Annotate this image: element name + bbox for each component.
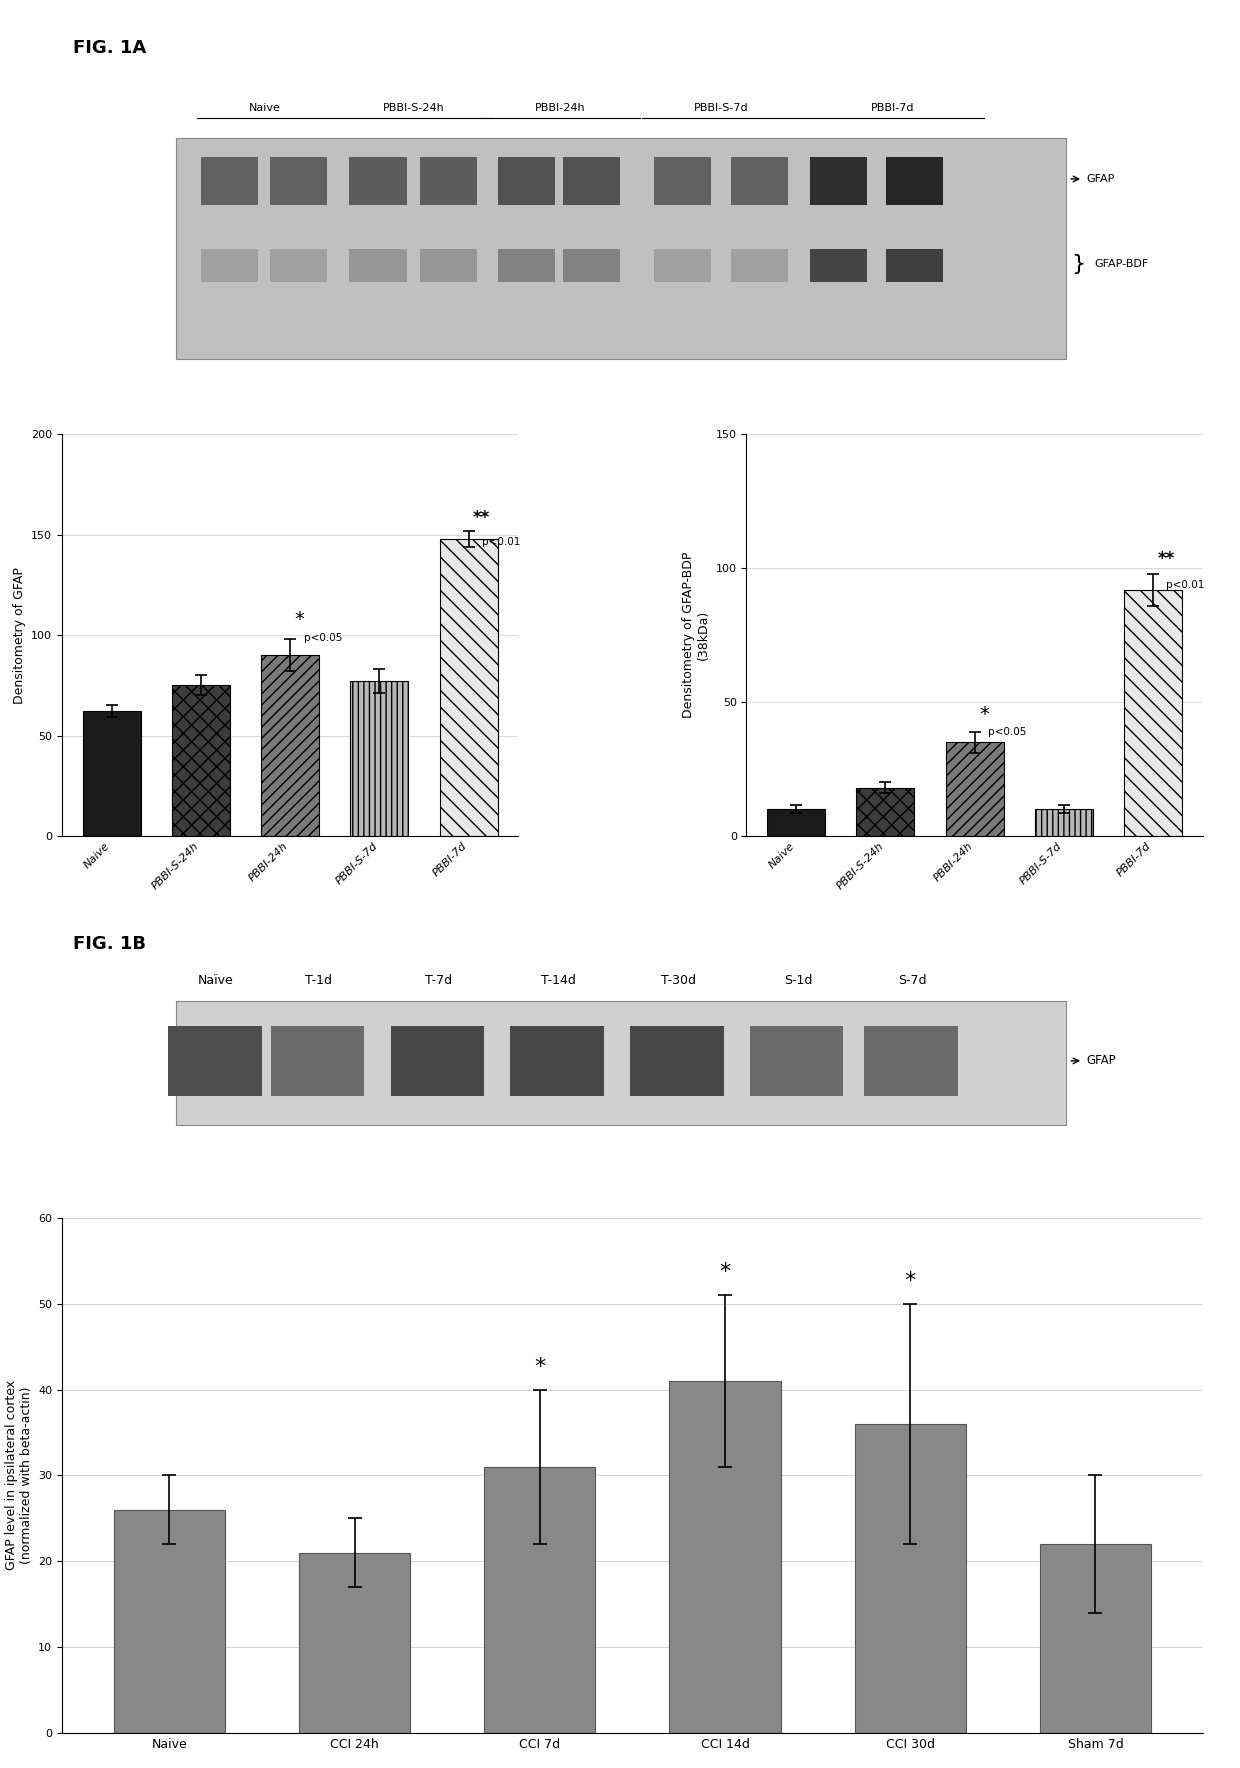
Text: p<0.01: p<0.01: [1167, 580, 1205, 589]
Bar: [485, 1467, 595, 1733]
Bar: [857, 789, 914, 836]
Text: FIG. 1B: FIG. 1B: [73, 935, 146, 953]
Bar: [1035, 810, 1092, 836]
Text: }: }: [1071, 253, 1086, 274]
Bar: [730, 157, 787, 205]
Bar: [391, 1025, 484, 1096]
Text: S-1d: S-1d: [784, 974, 812, 987]
Text: T-1d: T-1d: [305, 974, 332, 987]
Bar: [854, 1423, 966, 1733]
Bar: [420, 249, 477, 283]
Bar: [201, 249, 258, 283]
Text: Naïve: Naïve: [198, 974, 234, 987]
Bar: [653, 157, 711, 205]
Text: *: *: [534, 1356, 546, 1377]
Text: p<0.05: p<0.05: [304, 633, 342, 644]
Bar: [269, 249, 326, 283]
Text: T-14d: T-14d: [541, 974, 575, 987]
Bar: [351, 681, 408, 836]
Bar: [172, 686, 229, 836]
Text: *: *: [904, 1271, 916, 1291]
Text: PBBI-7d: PBBI-7d: [870, 103, 914, 113]
Bar: [563, 157, 620, 205]
Bar: [864, 1025, 957, 1096]
Y-axis label: Densitometry of GFAP-BDP
(38kDa): Densitometry of GFAP-BDP (38kDa): [682, 552, 711, 718]
Text: **: **: [1157, 550, 1174, 568]
Bar: [201, 157, 258, 205]
Text: GFAP-BDF: GFAP-BDF: [1095, 258, 1148, 269]
Text: PBBI-S-7d: PBBI-S-7d: [694, 103, 749, 113]
Bar: [350, 157, 407, 205]
Bar: [270, 1025, 365, 1096]
Bar: [670, 1381, 780, 1733]
Bar: [440, 539, 497, 836]
Bar: [885, 157, 942, 205]
Text: **: **: [472, 509, 490, 527]
Bar: [299, 1552, 410, 1733]
Bar: [811, 249, 868, 283]
Bar: [768, 810, 825, 836]
Bar: [169, 1025, 262, 1096]
Bar: [497, 249, 554, 283]
Bar: [262, 656, 319, 836]
Text: FIG. 1A: FIG. 1A: [73, 39, 146, 57]
Bar: [269, 157, 326, 205]
Bar: [811, 157, 868, 205]
Bar: [497, 157, 554, 205]
Text: GFAP: GFAP: [1086, 173, 1115, 184]
Y-axis label: GFAP level in ipsilateral cortex
(normalized with beta-actin): GFAP level in ipsilateral cortex (normal…: [5, 1381, 32, 1570]
Bar: [750, 1025, 843, 1096]
Text: p<0.05: p<0.05: [988, 727, 1027, 737]
Bar: [511, 1025, 604, 1096]
Text: p<0.01: p<0.01: [482, 537, 521, 546]
Bar: [114, 1510, 224, 1733]
Bar: [730, 249, 787, 283]
Bar: [420, 157, 477, 205]
Bar: [176, 1001, 1066, 1124]
Bar: [885, 249, 942, 283]
Text: S-7d: S-7d: [898, 974, 926, 987]
Text: GFAP: GFAP: [1086, 1054, 1116, 1068]
Bar: [350, 249, 407, 283]
Text: PBBI-24h: PBBI-24h: [536, 103, 585, 113]
Text: T-7d: T-7d: [425, 974, 453, 987]
Bar: [83, 711, 140, 836]
Bar: [563, 249, 620, 283]
Text: *: *: [980, 704, 990, 723]
Y-axis label: Densitometry of GFAP: Densitometry of GFAP: [12, 568, 26, 704]
Text: PBBI-S-24h: PBBI-S-24h: [382, 103, 444, 113]
Bar: [1125, 589, 1182, 836]
Text: T-30d: T-30d: [661, 974, 696, 987]
Bar: [1040, 1543, 1151, 1733]
Text: *: *: [295, 610, 305, 629]
Bar: [946, 743, 1003, 836]
Bar: [653, 249, 711, 283]
Bar: [630, 1025, 724, 1096]
Text: Naive: Naive: [249, 103, 281, 113]
Bar: [176, 138, 1066, 359]
Text: *: *: [719, 1262, 730, 1282]
